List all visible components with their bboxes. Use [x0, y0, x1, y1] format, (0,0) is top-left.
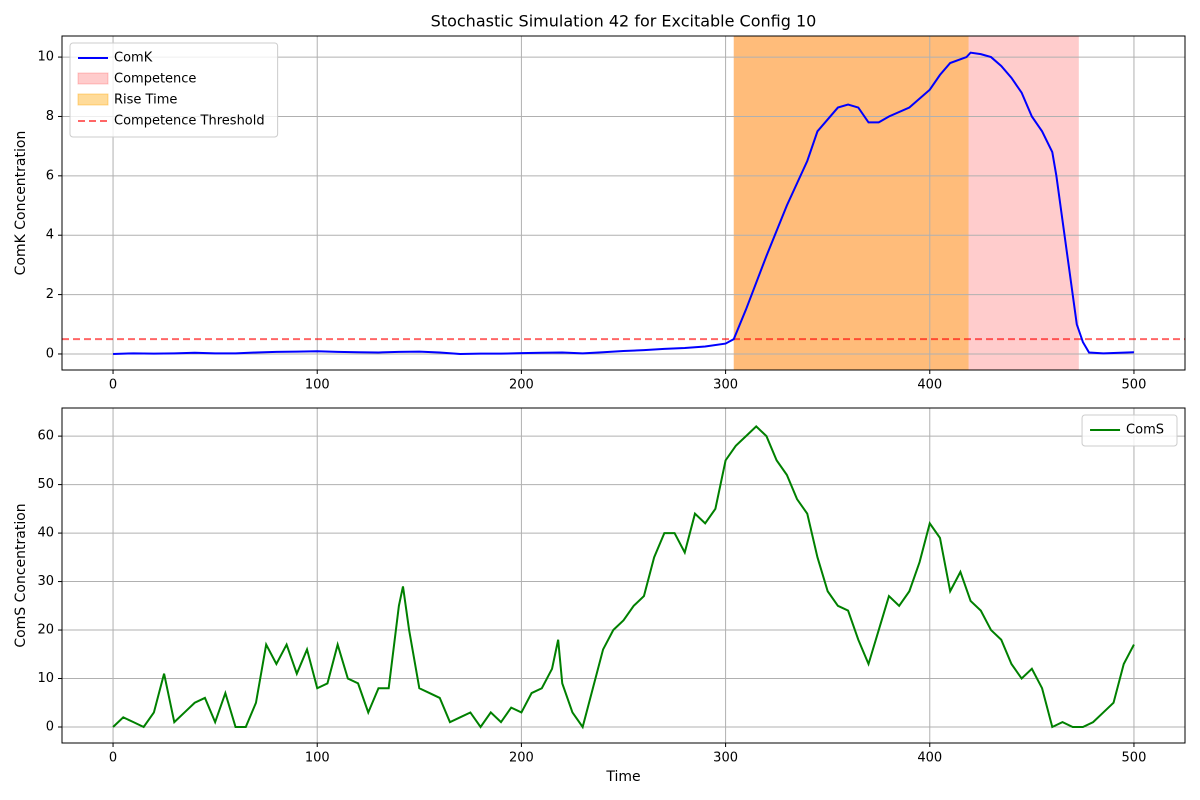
- y-tick-label: 60: [37, 429, 54, 444]
- y-tick-label: 50: [37, 477, 54, 492]
- y-tick-label: 10: [37, 671, 54, 686]
- legend-label: Competence Threshold: [114, 114, 265, 129]
- y-tick-label: 30: [37, 574, 54, 589]
- legend-swatch: [77, 72, 109, 85]
- legend-frame: [1081, 414, 1178, 447]
- y-tick-label: 2: [46, 287, 54, 302]
- chart-title: Stochastic Simulation 42 for Excitable C…: [431, 12, 817, 31]
- x-axis-label: Time: [605, 769, 640, 785]
- x-tick-label: 100: [305, 378, 330, 393]
- legend: ComK Competence Rise Time Competence Thresh…: [69, 42, 279, 138]
- y-tick-label: 4: [46, 228, 54, 243]
- x-tick-label: 500: [1122, 378, 1147, 393]
- legend-label: ComS: [1126, 423, 1164, 438]
- y-tick-label: 40: [37, 526, 54, 541]
- y-axis-label: ComS Concentration: [13, 503, 29, 647]
- y-tick-label: 0: [46, 346, 54, 361]
- series-line: [113, 51, 1134, 355]
- y-axis-label: ComK Concentration: [13, 131, 29, 276]
- x-tick-label: 100: [305, 751, 330, 766]
- y-tick-label: 20: [37, 623, 54, 638]
- axes-frame: [61, 35, 1186, 371]
- y-tick-label: 10: [37, 50, 54, 65]
- legend-label: ComK: [114, 51, 153, 66]
- series-line: [112, 425, 1135, 730]
- legend-frame: [69, 42, 279, 138]
- legend-label: Competence: [114, 72, 196, 87]
- x-tick-label: 0: [109, 751, 117, 766]
- axes-frame: [61, 407, 1186, 744]
- x-tick-label: 400: [917, 378, 942, 393]
- x-tick-label: 200: [509, 751, 534, 766]
- legend-label: Rise Time: [114, 93, 177, 108]
- legend: ComS: [1081, 414, 1178, 447]
- plot-area: [62, 36, 1185, 370]
- x-tick-label: 0: [109, 378, 117, 393]
- y-tick-label: 6: [46, 168, 54, 183]
- legend-swatch: [77, 93, 109, 106]
- x-tick-label: 500: [1122, 751, 1147, 766]
- y-tick-label: 8: [46, 109, 54, 124]
- plot-area: [62, 408, 1185, 743]
- y-tick-label: 0: [46, 720, 54, 735]
- x-tick-label: 400: [917, 751, 942, 766]
- x-tick-label: 200: [509, 378, 534, 393]
- x-tick-label: 300: [713, 751, 738, 766]
- x-tick-label: 300: [713, 378, 738, 393]
